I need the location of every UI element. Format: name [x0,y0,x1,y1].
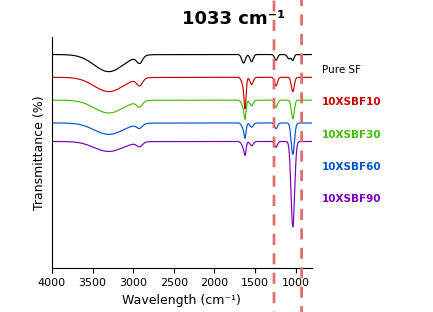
Text: 10XSBF10: 10XSBF10 [322,97,382,107]
Text: Pure SF: Pure SF [322,65,361,75]
Text: 10XSBF90: 10XSBF90 [322,194,381,204]
Text: 10XSBF60: 10XSBF60 [322,162,382,172]
Text: 10XSBF30: 10XSBF30 [322,130,382,140]
Y-axis label: Transmittance (%): Transmittance (%) [33,95,46,210]
X-axis label: Wavelength (cm⁻¹): Wavelength (cm⁻¹) [123,294,241,307]
Text: 1033 cm⁻¹: 1033 cm⁻¹ [182,10,285,28]
